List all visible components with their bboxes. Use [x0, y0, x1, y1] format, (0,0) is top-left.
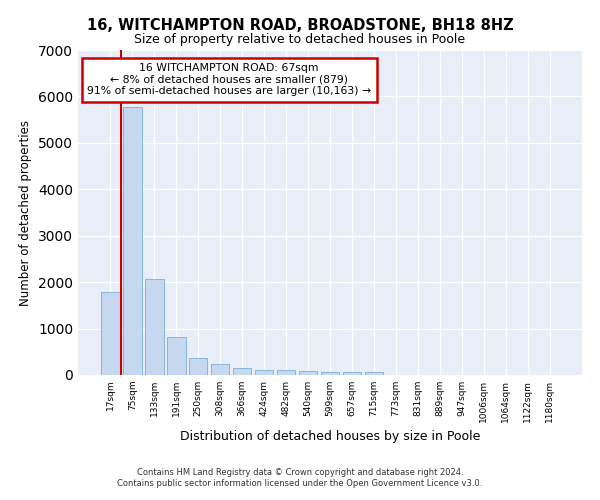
- Bar: [299, 370, 317, 375]
- Bar: [343, 372, 361, 375]
- Bar: [123, 106, 142, 375]
- Bar: [320, 372, 340, 375]
- Text: Size of property relative to detached houses in Poole: Size of property relative to detached ho…: [134, 32, 466, 46]
- X-axis label: Distribution of detached houses by size in Poole: Distribution of detached houses by size …: [180, 430, 480, 444]
- Text: 16, WITCHAMPTON ROAD, BROADSTONE, BH18 8HZ: 16, WITCHAMPTON ROAD, BROADSTONE, BH18 8…: [86, 18, 514, 32]
- Bar: [167, 337, 185, 375]
- Text: Contains HM Land Registry data © Crown copyright and database right 2024.
Contai: Contains HM Land Registry data © Crown c…: [118, 468, 482, 487]
- Bar: [255, 370, 274, 375]
- Text: 16 WITCHAMPTON ROAD: 67sqm
← 8% of detached houses are smaller (879)
91% of semi: 16 WITCHAMPTON ROAD: 67sqm ← 8% of detac…: [87, 63, 371, 96]
- Bar: [189, 358, 208, 375]
- Bar: [101, 292, 119, 375]
- Bar: [365, 372, 383, 375]
- Y-axis label: Number of detached properties: Number of detached properties: [19, 120, 32, 306]
- Bar: [145, 280, 164, 375]
- Bar: [211, 364, 229, 375]
- Bar: [277, 370, 295, 375]
- Bar: [233, 368, 251, 375]
